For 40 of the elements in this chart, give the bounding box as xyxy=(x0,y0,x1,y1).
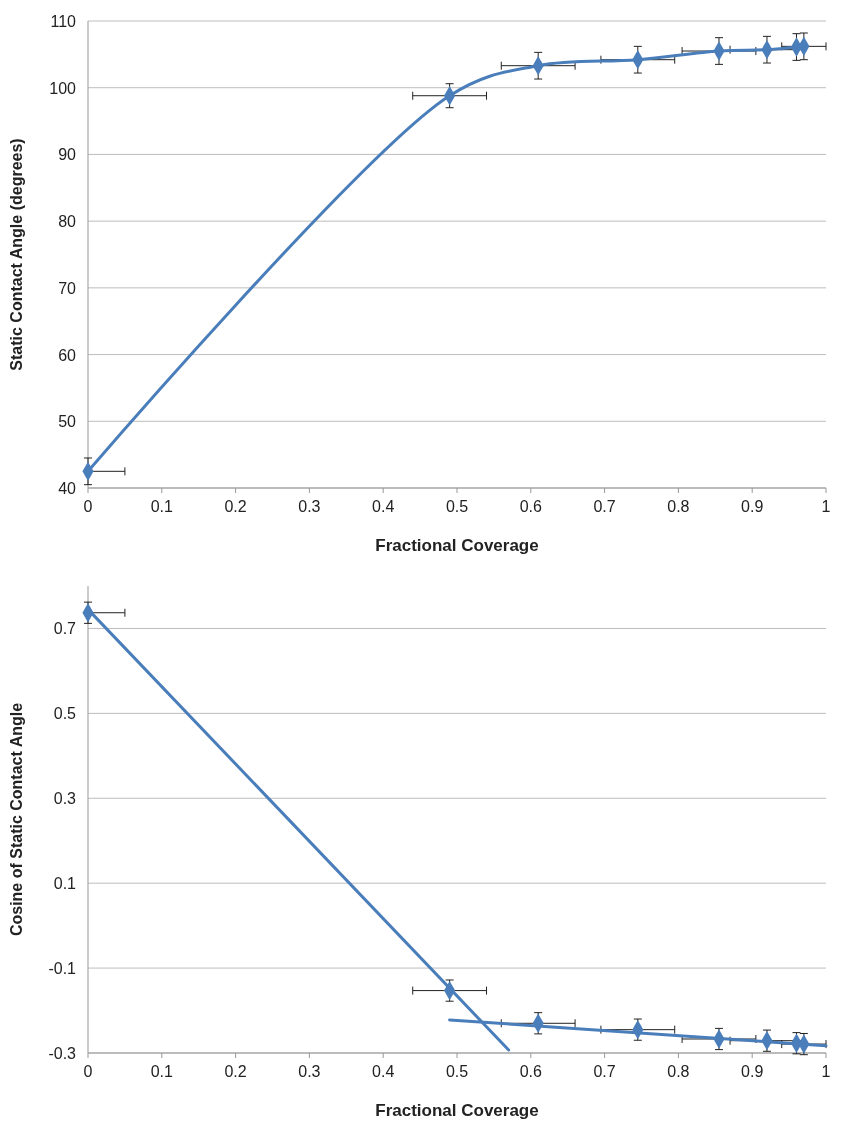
x-tick-label: 0.2 xyxy=(224,498,247,515)
x-tick-label: 0.7 xyxy=(593,498,616,515)
y-tick-label: 0.5 xyxy=(53,705,77,723)
x-tick-label: 0.8 xyxy=(667,498,690,515)
x-tick-label: 0.4 xyxy=(372,1063,395,1080)
x-tick-label: 0.1 xyxy=(150,498,174,515)
x-tick-label: 0 xyxy=(83,1063,93,1080)
y-axis-title: Cosine of Static Contact Angle xyxy=(8,702,25,937)
x-tick-label: 0 xyxy=(83,498,93,515)
y-tick-label: 40 xyxy=(58,480,77,497)
x-tick-label: 0.5 xyxy=(445,498,469,515)
y-tick-label: 100 xyxy=(49,79,77,97)
y-tick-label: -0.3 xyxy=(48,1045,77,1062)
x-tick-label: 0.5 xyxy=(445,1063,469,1080)
y-tick-label: 70 xyxy=(58,279,77,297)
x-axis-title: Fractional Coverage xyxy=(375,536,539,555)
x-tick-label: 0.6 xyxy=(519,498,543,515)
x-tick-label: 0.2 xyxy=(224,1063,247,1080)
y-tick-label: -0.1 xyxy=(48,960,77,978)
y-tick-label: 0.7 xyxy=(53,620,77,638)
x-tick-label: 0.4 xyxy=(372,498,395,515)
x-tick-label: 1 xyxy=(821,1063,831,1080)
y-tick-label: 110 xyxy=(50,13,77,30)
y-tick-label: 0.1 xyxy=(53,875,77,893)
x-axis-title: Fractional Coverage xyxy=(375,1101,539,1120)
x-tick-label: 0.3 xyxy=(298,498,321,515)
x-tick-label: 0.9 xyxy=(741,1063,764,1080)
x-tick-label: 1 xyxy=(821,498,831,515)
x-tick-label: 0.1 xyxy=(150,1063,174,1080)
y-tick-label: 90 xyxy=(58,146,77,164)
x-tick-label: 0.3 xyxy=(298,1063,321,1080)
x-tick-label: 0.7 xyxy=(593,1063,616,1080)
y-tick-label: 80 xyxy=(58,213,77,231)
x-tick-label: 0.8 xyxy=(667,1063,690,1080)
y-tick-label: 0.3 xyxy=(53,790,77,808)
y-axis-title: Static Contact Angle (degrees) xyxy=(8,138,25,371)
x-tick-label: 0.9 xyxy=(741,498,764,515)
y-tick-label: 50 xyxy=(58,413,77,431)
y-tick-label: 60 xyxy=(58,346,77,364)
x-tick-label: 0.6 xyxy=(519,1063,543,1080)
